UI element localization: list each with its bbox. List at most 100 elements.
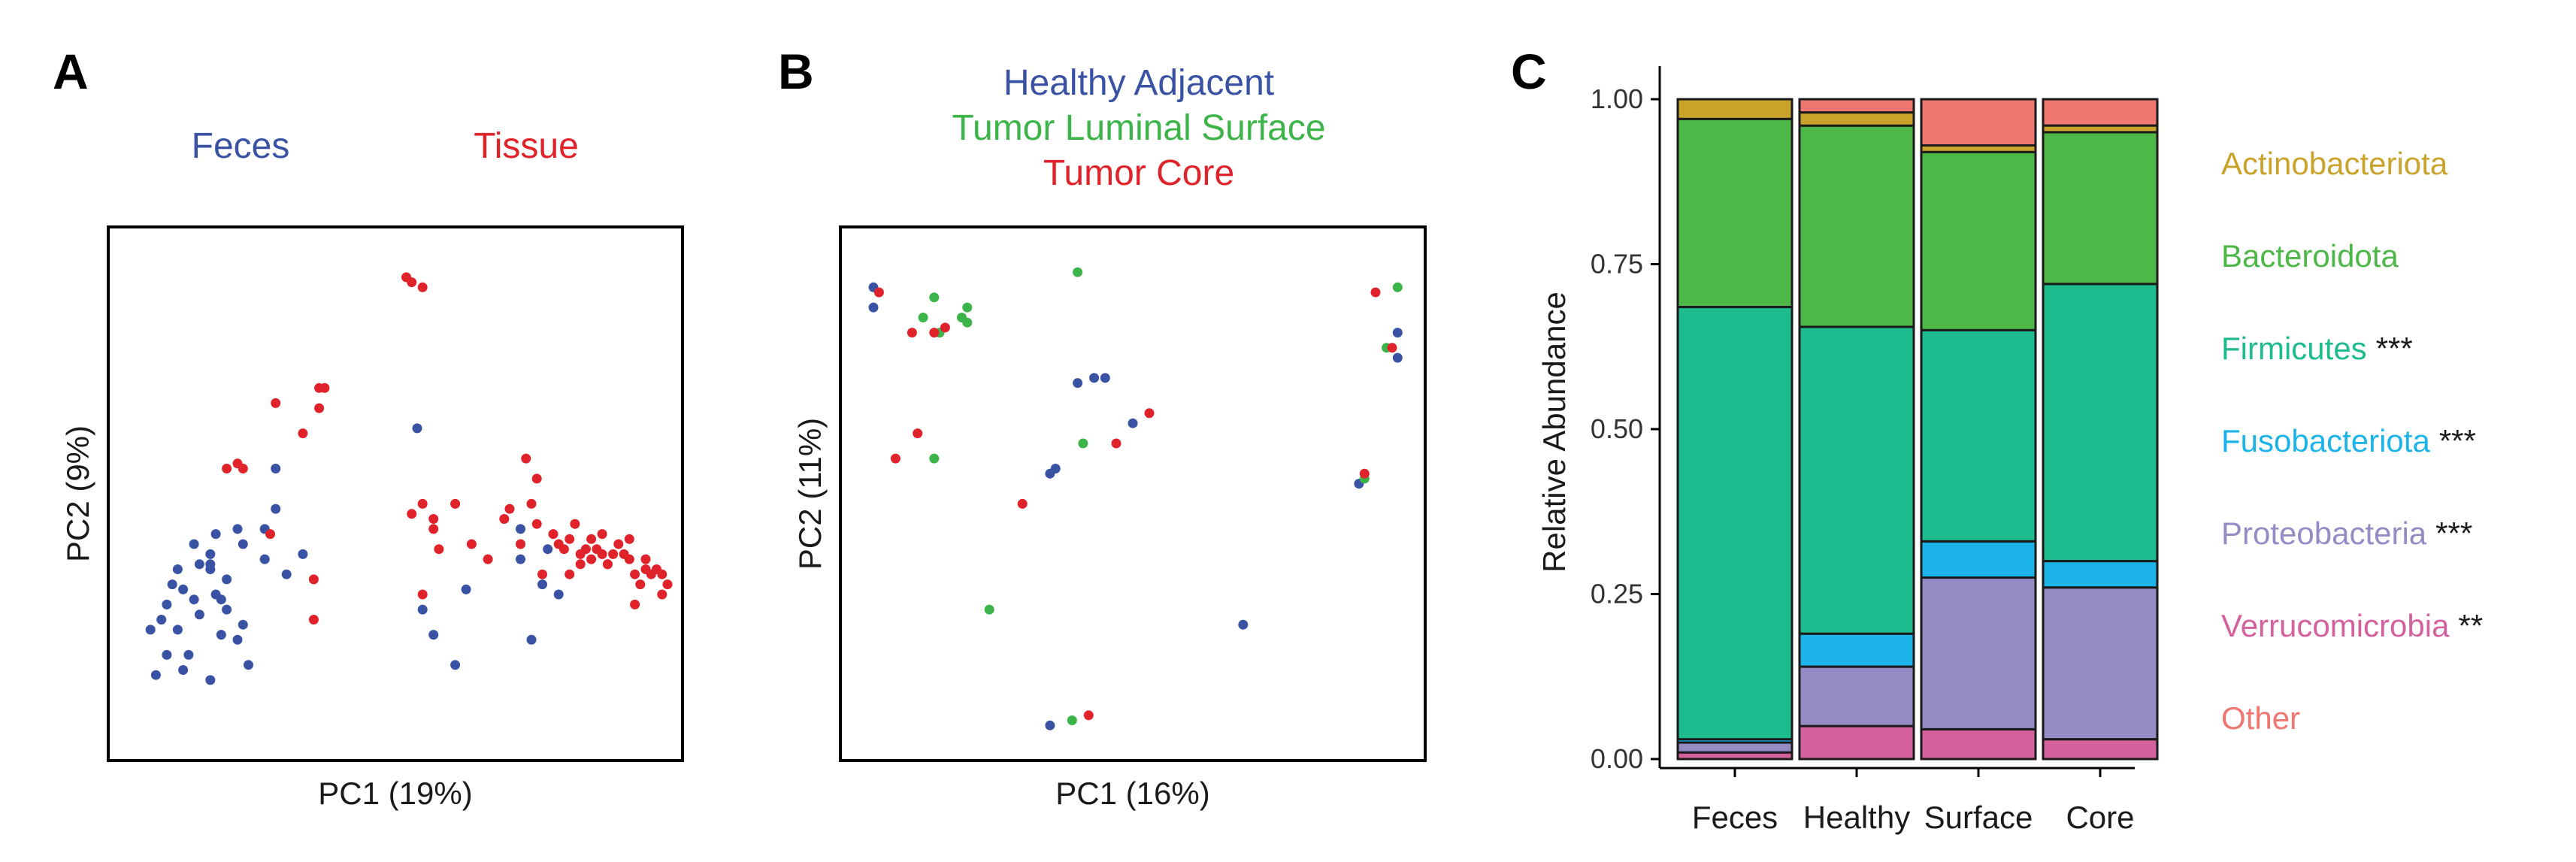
panel-c-ylabel: Relative Abundance [1536, 292, 1572, 573]
legend-label-fusobacteriota: Fusobacteriota [2221, 423, 2430, 458]
x-tick-label-surface: Surface [1924, 800, 2033, 835]
point-tissue-28 [531, 473, 542, 484]
point-feces-16 [205, 675, 216, 685]
point-feces-30 [259, 554, 270, 564]
point-tissue-8 [314, 403, 325, 413]
point-tissue-56 [657, 589, 667, 600]
panel-c-legend: Actinobacteriota Bacteroidota Firmicutes **… [2221, 146, 2483, 736]
point-tissue-30 [537, 569, 547, 579]
legend-item-proteobacteria: Proteobacteria *** [2221, 516, 2472, 551]
significance-stars-firmicutes: *** [2376, 331, 2413, 366]
point-tumor-luminal-surface-9 [1078, 438, 1088, 449]
point-tissue-15 [417, 498, 428, 509]
bar-surface-proteobacteria [1920, 576, 2037, 730]
bar-healthy-proteobacteria [1798, 665, 1915, 727]
point-feces-33 [271, 464, 281, 473]
point-feces-14 [194, 609, 204, 620]
point-tissue-33 [558, 544, 569, 555]
point-feces-12 [189, 539, 199, 549]
point-feces-29 [244, 660, 253, 670]
point-feces-11 [189, 594, 199, 605]
point-tumor-luminal-surface-10 [1067, 715, 1077, 725]
group-label-tissue: Tissue [474, 126, 579, 166]
panel-a: A Feces Tissue PC1 (19%) PC2 (9%) [53, 44, 684, 811]
point-tissue-17 [428, 524, 439, 534]
legend-label-actinobacteriota: Actinobacteriota [2221, 146, 2448, 181]
point-tumor-core-9 [1083, 710, 1094, 721]
point-tumor-core-1 [907, 328, 917, 338]
point-tumor-core-2 [929, 328, 940, 338]
point-tumor-luminal-surface-12 [1392, 282, 1403, 292]
point-feces-2 [156, 615, 167, 625]
legend-label-firmicutes: Firmicutes [2221, 331, 2367, 366]
point-tissue-25 [516, 539, 525, 549]
point-feces-17 [210, 529, 221, 540]
point-tumor-core-6 [1017, 498, 1028, 509]
point-tissue-48 [624, 554, 634, 564]
point-tissue-35 [565, 569, 575, 579]
legend-label-verrucomicrobia: Verrucomicrobia [2221, 608, 2450, 643]
point-tumor-core-12 [1387, 343, 1397, 353]
panel-c-x-ticks: Feces Healthy Surface Core [1692, 768, 2135, 835]
point-feces-23 [222, 574, 232, 585]
point-tissue-14 [407, 509, 417, 519]
point-tissue-58 [640, 554, 651, 564]
point-feces-38 [428, 630, 439, 640]
bar-feces-actinobacteriota [1676, 98, 1794, 120]
point-feces-8 [178, 584, 189, 594]
point-tissue-12 [407, 277, 417, 288]
point-tissue-22 [483, 554, 493, 564]
point-healthy-adjacent-11 [1392, 328, 1403, 338]
point-healthy-adjacent-8 [1045, 720, 1055, 730]
bar-surface-firmicutes [1920, 328, 2037, 543]
point-feces-22 [205, 559, 216, 570]
panel-a-ylabel: PC2 (9%) [60, 425, 95, 562]
x-tick-label-feces: Feces [1692, 800, 1778, 835]
point-tumor-luminal-surface-4 [962, 317, 973, 328]
bar-healthy-fusobacteriota [1798, 632, 1915, 668]
bar-healthy-other [1798, 98, 1915, 114]
point-feces-3 [162, 599, 172, 609]
point-healthy-adjacent-3 [1050, 464, 1061, 473]
point-feces-37 [417, 604, 428, 615]
point-tissue-41 [586, 554, 597, 564]
bar-healthy-actinobacteriota [1798, 111, 1915, 127]
point-feces-9 [178, 665, 189, 675]
point-tissue-39 [580, 544, 591, 555]
point-feces-36 [412, 423, 422, 434]
point-tissue-49 [630, 569, 640, 579]
point-healthy-adjacent-1 [868, 302, 879, 313]
point-tissue-6 [308, 615, 319, 625]
bar-surface-verrucomicrobia [1920, 728, 2037, 761]
point-feces-1 [150, 670, 161, 680]
group-label-feces: Feces [192, 126, 290, 166]
point-tumor-core-8 [1144, 408, 1155, 419]
panel-a-label: A [53, 44, 89, 99]
point-tissue-13 [417, 282, 428, 292]
point-tissue-55 [657, 569, 667, 579]
point-tissue-40 [586, 534, 597, 544]
point-tissue-61 [602, 559, 613, 570]
point-tissue-20 [450, 498, 461, 509]
point-tissue-21 [466, 539, 477, 549]
bar-core-firmicutes [2042, 283, 2159, 563]
point-tissue-3 [265, 529, 275, 540]
point-healthy-adjacent-5 [1089, 373, 1100, 383]
point-tissue-2 [238, 464, 248, 473]
x-tick-label-healthy: Healthy [1803, 800, 1910, 835]
point-feces-20 [216, 630, 226, 640]
panel-b: B Healthy Adjacent Tumor Luminal Surface… [778, 44, 1427, 811]
point-tissue-45 [608, 549, 619, 559]
legend-label-bacteroidota: Bacteroidota [2221, 238, 2399, 274]
point-feces-10 [183, 649, 194, 660]
bar-core-bacteroidota [2042, 131, 2159, 286]
significance-stars-proteobacteria: *** [2435, 516, 2472, 551]
bar-core-proteobacteria [2042, 586, 2159, 741]
point-tissue-34 [565, 534, 575, 544]
panel-c-y-ticks: 0.00 0.25 0.50 0.75 1.00 [1591, 83, 1660, 774]
point-feces-35 [298, 549, 308, 559]
bar-surface-bacteroidota [1920, 150, 2037, 331]
point-tumor-core-10 [1359, 468, 1370, 479]
point-tumor-core-0 [873, 287, 884, 298]
